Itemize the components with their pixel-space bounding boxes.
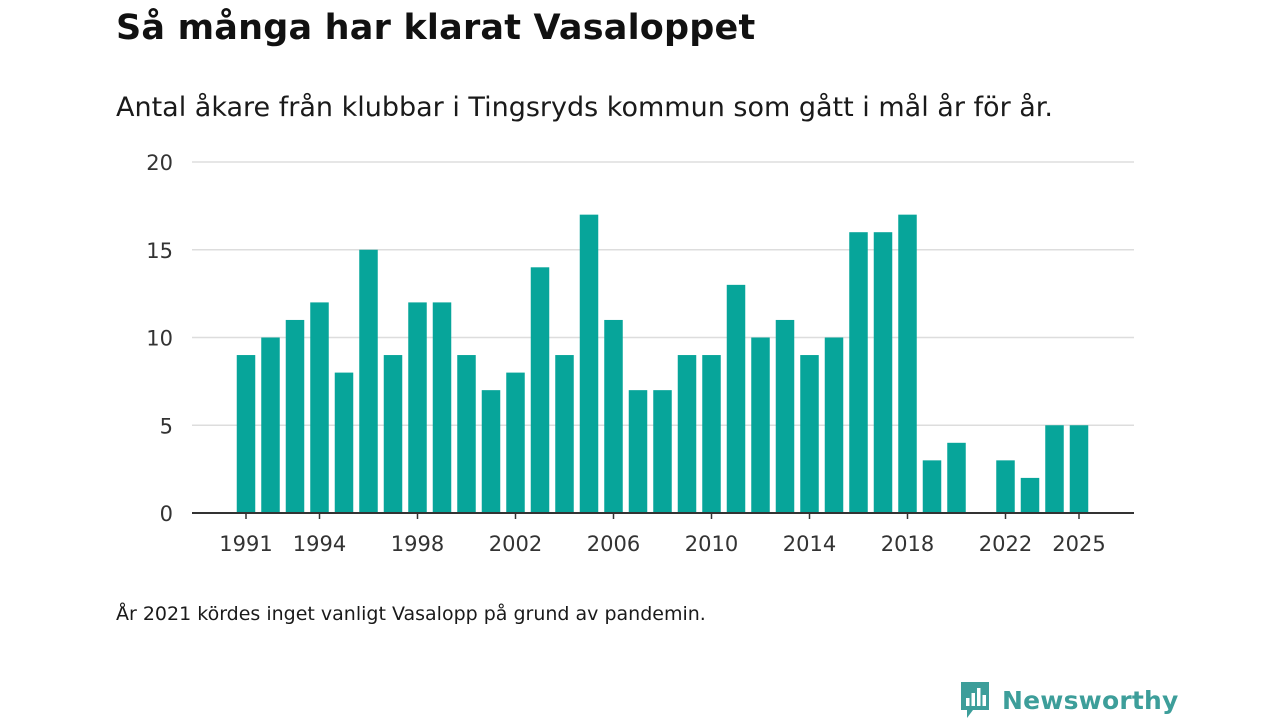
bar-2002: [506, 372, 525, 513]
bar-1999: [432, 302, 452, 513]
bar-2009: [677, 355, 697, 513]
x-tick-label: 2025: [1052, 532, 1105, 556]
x-tick-label: 1991: [219, 532, 272, 556]
bar-2015: [824, 337, 844, 513]
bar-2022: [996, 460, 1015, 513]
y-tick-label: 20: [146, 151, 173, 175]
chart-subtitle: Antal åkare från klubbar i Tingsryds kom…: [116, 92, 1053, 123]
bar-2016: [849, 232, 868, 513]
bar-1993: [285, 319, 305, 513]
bar-2005: [579, 214, 599, 513]
x-tick-label: 2018: [881, 532, 934, 556]
bar-2019: [922, 460, 942, 513]
y-tick-label: 15: [146, 239, 173, 263]
bar-2010: [702, 355, 721, 513]
bar-1994: [310, 302, 329, 513]
bar-2014: [800, 355, 819, 513]
brand-name: Newsworthy: [1002, 685, 1179, 715]
x-tick-label: 1994: [293, 532, 346, 556]
bar-2001: [481, 390, 501, 513]
bar-1992: [261, 337, 280, 513]
bar-2007: [628, 390, 648, 513]
bar-1991: [236, 355, 256, 513]
bar-2000: [457, 355, 476, 513]
bar-2017: [873, 232, 893, 513]
bar-2023: [1020, 477, 1040, 513]
bar-1997: [383, 355, 403, 513]
x-tick-label: 2010: [685, 532, 738, 556]
x-tick-label: 2002: [489, 532, 542, 556]
brand-logo: Newsworthy: [958, 678, 1179, 722]
x-tick-label: 2006: [587, 532, 640, 556]
bar-2011: [726, 284, 746, 513]
bar-2008: [653, 390, 672, 513]
bar-2024: [1045, 425, 1064, 513]
bar-2004: [555, 355, 574, 513]
y-tick-label: 5: [160, 414, 173, 438]
bar-2013: [775, 319, 795, 513]
x-tick-label: 2022: [979, 532, 1032, 556]
bar-2025: [1069, 425, 1089, 513]
bar-chart-speech-bubble-icon: [961, 682, 989, 718]
bar-2020: [947, 442, 966, 513]
y-tick-label: 10: [146, 327, 173, 351]
x-tick-label: 1998: [391, 532, 444, 556]
bar-2018: [898, 214, 917, 513]
footnote: År 2021 kördes inget vanligt Vasalopp på…: [116, 603, 706, 625]
x-tick-label: 2014: [783, 532, 836, 556]
chart-title: Så många har klarat Vasaloppet: [116, 8, 756, 48]
bar-1996: [359, 249, 378, 513]
bar-2006: [604, 319, 623, 513]
bar-2012: [751, 337, 770, 513]
bar-1995: [334, 372, 354, 513]
bar-1998: [408, 302, 427, 513]
bar-2003: [530, 267, 550, 513]
y-tick-label: 0: [160, 502, 173, 526]
